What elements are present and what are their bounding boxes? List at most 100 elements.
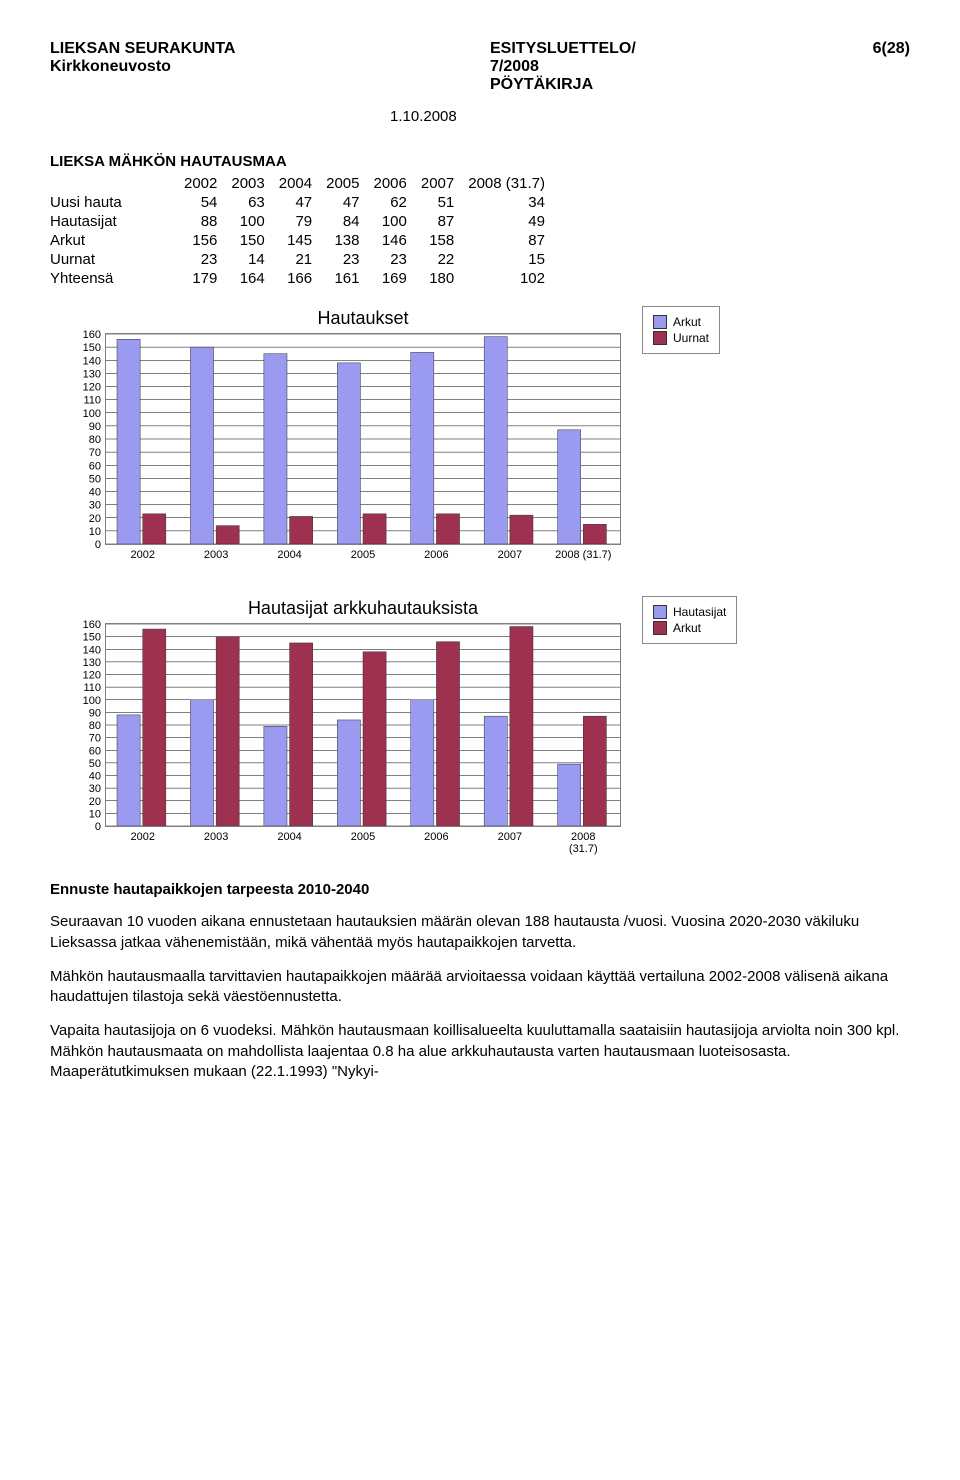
table-row-label: Yhteensä xyxy=(50,269,184,288)
table-cell: 14 xyxy=(231,250,278,269)
table-cell: 100 xyxy=(231,212,278,231)
table-cell: 180 xyxy=(421,269,468,288)
table-cell: 164 xyxy=(231,269,278,288)
table-cell: 47 xyxy=(326,193,373,212)
table-col-header xyxy=(50,174,184,193)
table-cell: 62 xyxy=(374,193,421,212)
svg-text:120: 120 xyxy=(83,670,101,682)
page-number: 6(28) xyxy=(830,40,910,94)
body-p3: Vapaita hautasijoja on 6 vuodeksi. Mähkö… xyxy=(50,1021,910,1082)
svg-text:2005: 2005 xyxy=(351,831,375,843)
table-cell: 23 xyxy=(374,250,421,269)
doc-type-1: ESITYSLUETTELO/ xyxy=(490,40,636,57)
legend-item: Arkut xyxy=(653,315,709,329)
bar xyxy=(190,700,213,826)
svg-text:140: 140 xyxy=(83,355,101,367)
table-title: LIEKSA MÄHKÖN HAUTAUSMAA xyxy=(50,153,910,170)
chart-hautaukset-legend: Arkut Uurnat xyxy=(642,306,720,354)
org-name: LIEKSAN SEURAKUNTA xyxy=(50,40,350,58)
legend-label: Hautasijat xyxy=(673,605,726,619)
table-cell: 54 xyxy=(184,193,231,212)
svg-text:140: 140 xyxy=(83,644,101,656)
svg-text:2008 (31.7): 2008 (31.7) xyxy=(555,549,611,561)
table-row-label: Hautasijat xyxy=(50,212,184,231)
svg-text:2004: 2004 xyxy=(277,549,301,561)
table-cell: 23 xyxy=(184,250,231,269)
page-header: LIEKSAN SEURAKUNTA Kirkkoneuvosto ESITYS… xyxy=(50,40,910,94)
bar xyxy=(117,715,140,826)
svg-text:2006: 2006 xyxy=(424,831,448,843)
svg-text:(31.7): (31.7) xyxy=(569,843,598,855)
table-row-label: Arkut xyxy=(50,231,184,250)
bar xyxy=(290,643,313,826)
bar xyxy=(337,363,360,544)
table-col-header: 2004 xyxy=(279,174,326,193)
table-cell: 88 xyxy=(184,212,231,231)
table-col-header: 2005 xyxy=(326,174,373,193)
legend-swatch xyxy=(653,621,667,635)
svg-text:90: 90 xyxy=(89,421,101,433)
bar xyxy=(558,430,581,544)
legend-item: Arkut xyxy=(653,621,726,635)
legend-swatch xyxy=(653,605,667,619)
svg-text:80: 80 xyxy=(89,434,101,446)
table-cell: 179 xyxy=(184,269,231,288)
svg-text:2002: 2002 xyxy=(130,549,154,561)
legend-label: Uurnat xyxy=(673,331,709,345)
header-center: ESITYSLUETTELO/ 7/2008 PÖYTÄKIRJA xyxy=(490,40,690,94)
body-p1: Seuraavan 10 vuoden aikana ennustetaan h… xyxy=(50,912,910,953)
bar xyxy=(411,352,434,544)
svg-text:160: 160 xyxy=(83,329,101,341)
svg-text:150: 150 xyxy=(83,632,101,644)
svg-text:Hautaukset: Hautaukset xyxy=(317,308,408,328)
legend-item: Uurnat xyxy=(653,331,709,345)
table-cell: 150 xyxy=(231,231,278,250)
table-cell: 47 xyxy=(279,193,326,212)
bar xyxy=(583,716,606,826)
svg-text:2003: 2003 xyxy=(204,831,228,843)
table-col-header: 2007 xyxy=(421,174,468,193)
table-cell: 87 xyxy=(468,231,559,250)
table-cell: 84 xyxy=(326,212,373,231)
svg-text:100: 100 xyxy=(83,408,101,420)
svg-text:150: 150 xyxy=(83,342,101,354)
svg-text:10: 10 xyxy=(89,808,101,820)
table-row-label: Uusi hauta xyxy=(50,193,184,212)
svg-text:90: 90 xyxy=(89,707,101,719)
legend-swatch xyxy=(653,315,667,329)
chart-hautasijat-legend: Hautasijat Arkut xyxy=(642,596,737,644)
svg-text:70: 70 xyxy=(89,447,101,459)
table-cell: 22 xyxy=(421,250,468,269)
svg-text:40: 40 xyxy=(89,487,101,499)
svg-text:40: 40 xyxy=(89,771,101,783)
bar xyxy=(484,337,507,544)
table-cell: 146 xyxy=(374,231,421,250)
table-col-header: 2002 xyxy=(184,174,231,193)
svg-text:Hautasijat arkkuhautauksista: Hautasijat arkkuhautauksista xyxy=(248,598,479,618)
svg-text:80: 80 xyxy=(89,720,101,732)
svg-text:110: 110 xyxy=(83,682,101,694)
table-col-header: 2006 xyxy=(374,174,421,193)
bar xyxy=(510,515,533,544)
bar xyxy=(363,514,386,544)
bar xyxy=(190,347,213,544)
svg-text:20: 20 xyxy=(89,513,101,525)
table-col-header: 2003 xyxy=(231,174,278,193)
chart-hautasijat: 0102030405060708090100110120130140150160… xyxy=(70,596,630,856)
bar xyxy=(117,339,140,544)
chart-hautaukset-wrap: 0102030405060708090100110120130140150160… xyxy=(70,306,910,566)
svg-text:0: 0 xyxy=(95,821,101,833)
svg-text:160: 160 xyxy=(83,619,101,631)
bar xyxy=(290,516,313,544)
bar xyxy=(363,652,386,826)
table-col-header: 2008 (31.7) xyxy=(468,174,559,193)
bar xyxy=(436,514,459,544)
bar xyxy=(436,642,459,826)
table-cell: 158 xyxy=(421,231,468,250)
table-row-label: Uurnat xyxy=(50,250,184,269)
bar xyxy=(264,354,287,544)
legend-item: Hautasijat xyxy=(653,605,726,619)
table-cell: 51 xyxy=(421,193,468,212)
bar xyxy=(143,514,166,544)
svg-text:50: 50 xyxy=(89,473,101,485)
